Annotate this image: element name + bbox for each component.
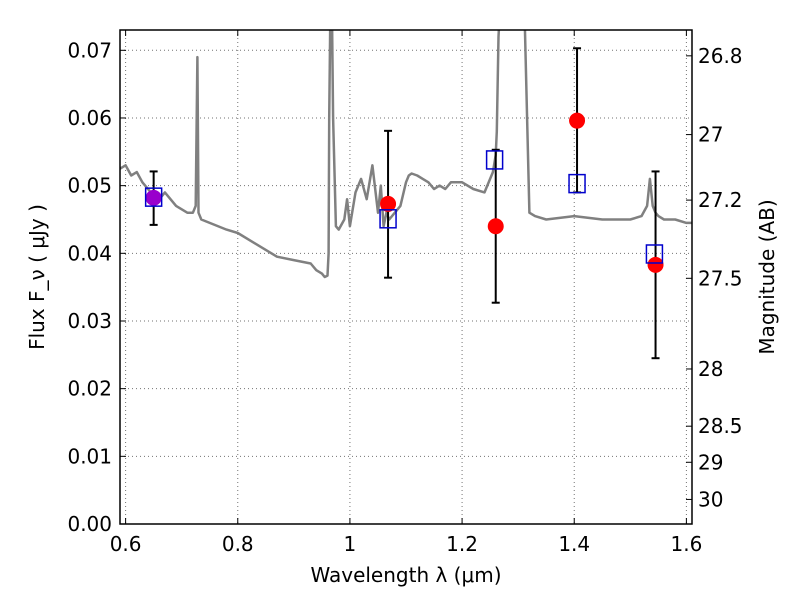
observed-point — [487, 218, 504, 235]
x-tick-label: 0.6 — [110, 532, 142, 556]
right-tick-label: 27 — [698, 123, 723, 147]
x-tick-label: 1.2 — [446, 532, 478, 556]
model-photometry-square — [568, 173, 586, 194]
y-tick-label: 0.07 — [67, 38, 112, 62]
y-tick-label: 0.04 — [67, 241, 112, 265]
y-tick-label: 0.06 — [67, 106, 112, 130]
x-tick-label: 1.4 — [558, 532, 590, 556]
x-tick-label: 1.6 — [670, 532, 702, 556]
model-photometry-square — [144, 187, 163, 207]
y-tick-label: 0.00 — [67, 512, 112, 536]
x-tick-labels: 0.6 0.8 1 1.2 1.4 1.6 — [110, 532, 703, 556]
y-tick-label: 0.01 — [67, 444, 112, 468]
data-points — [144, 112, 664, 273]
right-tick-label: 26.8 — [698, 44, 743, 68]
plot-frame — [119, 29, 693, 525]
axis-ticks — [120, 30, 692, 525]
y-tick-label: 0.02 — [67, 377, 112, 401]
right-tick-label: 27.2 — [698, 188, 743, 212]
model-photometry-square — [379, 209, 397, 229]
x-tick-label: 0.8 — [222, 532, 254, 556]
model-photometry-square — [485, 150, 504, 170]
y-tick-labels: 0.00 0.01 0.02 0.03 0.04 0.05 0.06 0.07 — [67, 38, 112, 536]
x-axis-label: Wavelength λ (μm) — [310, 563, 501, 587]
observed-point — [145, 189, 162, 206]
right-tick-label: 29 — [698, 450, 723, 474]
x-tick-label: 1 — [344, 532, 357, 556]
y-axis-label: Flux F_ν ( μJy ) — [25, 204, 49, 350]
right-tick-label: 28.5 — [698, 414, 743, 438]
right-tick-label: 27.5 — [698, 266, 743, 290]
right-axis-label: Magnitude (AB) — [755, 199, 779, 354]
error-bars — [149, 47, 660, 360]
observed-point — [647, 256, 664, 273]
model-photometry-square — [645, 244, 664, 264]
observed-point — [569, 112, 586, 129]
y-tick-label: 0.05 — [67, 174, 112, 198]
model-spectrum — [120, 30, 692, 279]
right-tick-label: 28 — [698, 357, 723, 381]
grid-lines — [120, 30, 692, 525]
observed-point — [380, 195, 397, 212]
model-spectrum-line — [120, 30, 692, 279]
y-tick-label: 0.03 — [67, 309, 112, 333]
right-tick-label: 30 — [698, 487, 723, 511]
right-tick-labels: 26.8 27 27.2 27.5 28 28.5 29 30 — [698, 44, 743, 512]
